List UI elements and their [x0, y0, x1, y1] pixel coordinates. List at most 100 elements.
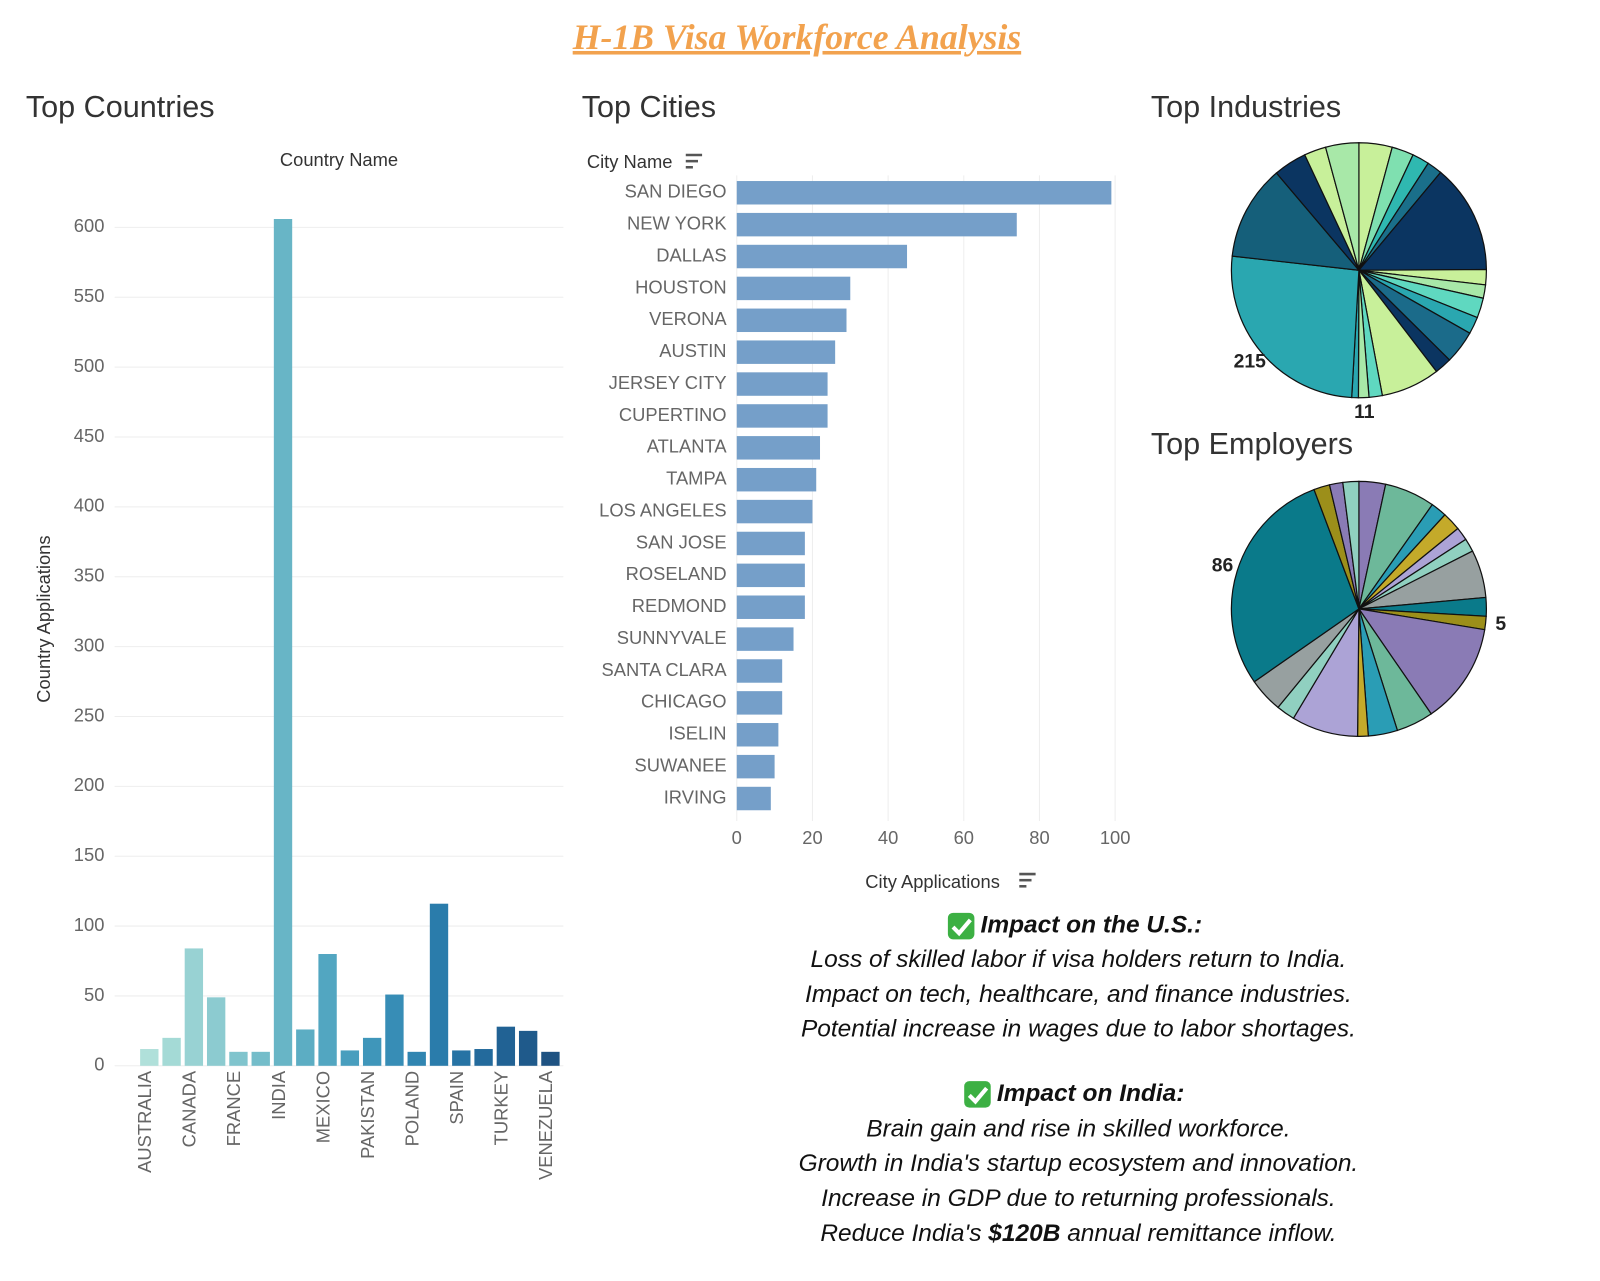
x-tick-label: 40	[878, 827, 898, 848]
bar	[541, 1051, 560, 1066]
bar	[229, 1051, 248, 1066]
y-tick-label: AUSTIN	[659, 340, 726, 361]
bar	[184, 948, 204, 1066]
pie-slice	[1230, 488, 1360, 683]
section-title: Top Cities	[582, 90, 716, 124]
bar	[736, 563, 805, 588]
bar	[736, 627, 794, 651]
bar	[452, 1050, 471, 1066]
bar	[340, 1050, 360, 1066]
bar	[429, 903, 449, 1066]
bar	[736, 308, 847, 333]
y-tick-label: REDMOND	[632, 595, 727, 616]
check-icon	[964, 1081, 991, 1108]
impact-heading: Impact on India:	[997, 1080, 1185, 1107]
y-tick-label: JERSEY CITY	[609, 372, 727, 393]
bar	[736, 181, 1112, 205]
slice-label: 5	[1495, 613, 1506, 635]
y-tick-label: 150	[74, 844, 105, 865]
y-tick-label: IRVING	[664, 786, 727, 807]
impact-line: Loss of skilled labor if visa holders re…	[810, 946, 1346, 973]
impact-line: Growth in India's startup ecosystem and …	[799, 1150, 1359, 1177]
y-tick-label: CHICAGO	[641, 691, 727, 712]
impact-line: Increase in GDP due to returning profess…	[821, 1185, 1336, 1212]
impact-line: Brain gain and rise in skilled workforce…	[866, 1116, 1290, 1143]
pie-slice	[1324, 142, 1360, 271]
bar	[736, 499, 813, 524]
y-tick-label: VERONA	[649, 308, 727, 329]
impact-line: Reduce India's $120B annual remittance i…	[820, 1221, 1336, 1248]
pie-slice	[1357, 171, 1488, 271]
x-tick-label: POLAND	[402, 1071, 423, 1146]
x-tick-label: PAKISTAN	[357, 1071, 378, 1159]
y-tick-label: 350	[74, 565, 105, 586]
check-icon	[947, 912, 975, 940]
impact-heading: Impact on the U.S.:	[981, 912, 1203, 939]
bar	[736, 595, 805, 619]
bar	[736, 723, 779, 747]
sort-icon[interactable]	[1019, 872, 1036, 888]
x-tick-label: 100	[1100, 827, 1131, 848]
y-tick-label: 500	[74, 355, 105, 376]
pie-slice	[1342, 480, 1360, 609]
section-title: Top Countries	[26, 90, 215, 124]
y-tick-label: LOS ANGELES	[599, 499, 726, 520]
bar	[162, 1037, 181, 1066]
text-bold: $120B	[987, 1221, 1060, 1248]
sort-icon[interactable]	[685, 153, 703, 169]
slice-label: 11	[1354, 401, 1375, 423]
y-tick-label: 250	[74, 704, 105, 725]
y-tick-label: SANTA CLARA	[602, 659, 728, 680]
y-tick-label: 550	[74, 285, 105, 306]
bar	[736, 691, 783, 715]
x-tick-label: 60	[954, 827, 974, 848]
slice-label: 215	[1234, 351, 1267, 373]
bar	[736, 659, 783, 683]
bar	[407, 1051, 426, 1066]
y-tick-label: 100	[74, 914, 105, 935]
y-tick-label: ATLANTA	[647, 436, 728, 457]
text-part: Reduce India's	[820, 1221, 981, 1248]
y-tick-label: SUWANEE	[634, 754, 726, 775]
bar	[736, 340, 836, 364]
y-tick-label: 50	[84, 984, 104, 1005]
x-tick-label: TURKEY	[491, 1071, 512, 1145]
section-title: Top Employers	[1151, 427, 1353, 461]
bar	[518, 1030, 538, 1066]
bar	[736, 404, 828, 428]
bar	[736, 244, 908, 269]
bar	[736, 754, 775, 779]
y-tick-label: NEW YORK	[627, 212, 727, 233]
section-title: Top Industries	[1151, 90, 1341, 124]
x-tick-label: AUSTRALIA	[134, 1070, 155, 1173]
x-tick-label: 0	[732, 827, 742, 848]
bar	[206, 997, 226, 1066]
bar	[736, 531, 805, 556]
x-tick-label: 80	[1029, 827, 1049, 848]
y-tick-label: 200	[74, 774, 105, 795]
impact-line: Potential increase in wages due to labor…	[801, 1016, 1356, 1043]
x-tick-label: INDIA	[268, 1070, 289, 1120]
y-tick-label: 400	[74, 495, 105, 516]
x-tick-label: SPAIN	[446, 1071, 467, 1125]
y-tick-label: HOUSTON	[635, 276, 726, 297]
y-tick-label: ROSELAND	[626, 563, 727, 584]
y-tick-label: SAN JOSE	[636, 531, 727, 552]
bar	[736, 467, 817, 492]
slice-label: 86	[1212, 555, 1234, 577]
y-tick-label: 600	[74, 215, 105, 236]
y-tick-label: SAN DIEGO	[625, 181, 727, 202]
y-tick-label: DALLAS	[656, 244, 726, 265]
y-tick-label: CUPERTINO	[619, 404, 727, 425]
y-tick-label: 450	[74, 425, 105, 446]
bar	[474, 1049, 493, 1066]
y-tick-label: 0	[94, 1054, 104, 1075]
dashboard-title: H-1B Visa Workforce Analysis	[572, 17, 1021, 57]
bar	[736, 372, 828, 396]
bar	[296, 1029, 315, 1066]
bar	[273, 219, 293, 1066]
x-axis-header: Country Name	[280, 149, 398, 170]
bar	[736, 276, 851, 301]
x-tick-label: FRANCE	[223, 1071, 244, 1146]
